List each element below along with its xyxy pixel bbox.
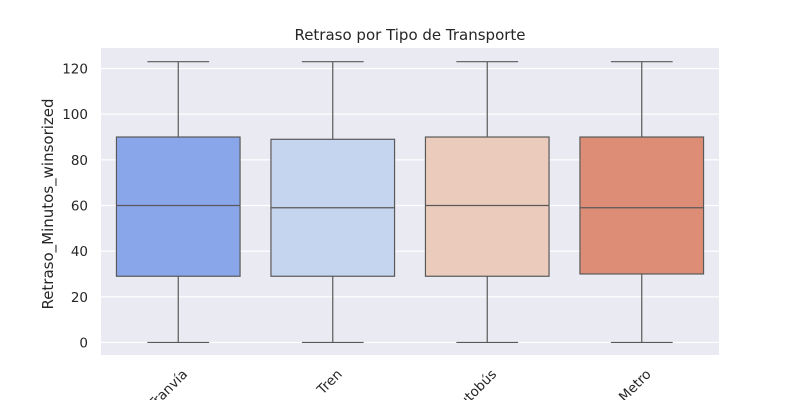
box-series [115,61,705,344]
y-tick-label: 100 [62,107,88,123]
y-tick-label: 120 [62,62,88,78]
chart-title: Retraso por Tipo de Transporte [294,26,525,44]
x-tick-labels: Tranvía Tren Autobús Metro [145,367,655,400]
y-tick-label: 80 [71,153,88,169]
box-iqr [424,136,550,277]
box-iqr [115,136,241,277]
y-tick-labels: 0 20 40 60 80 100 120 [62,62,88,352]
box-item [424,61,550,344]
y-tick-label: 60 [71,198,88,214]
box-iqr [579,136,705,275]
box-item [579,61,705,344]
x-tick-label: Metro [616,367,655,400]
y-tick-label: 40 [71,244,88,260]
x-tick-label: Tren [313,367,345,399]
x-tick-label: Tranvía [145,367,191,400]
y-tick-label: 20 [71,290,88,306]
box-item [115,61,241,344]
box-item [270,61,396,344]
y-axis-label: Retraso_Minutos_winsorized [39,98,58,309]
x-tick-label: Autobús [450,367,501,400]
y-tick-label: 0 [79,335,88,351]
